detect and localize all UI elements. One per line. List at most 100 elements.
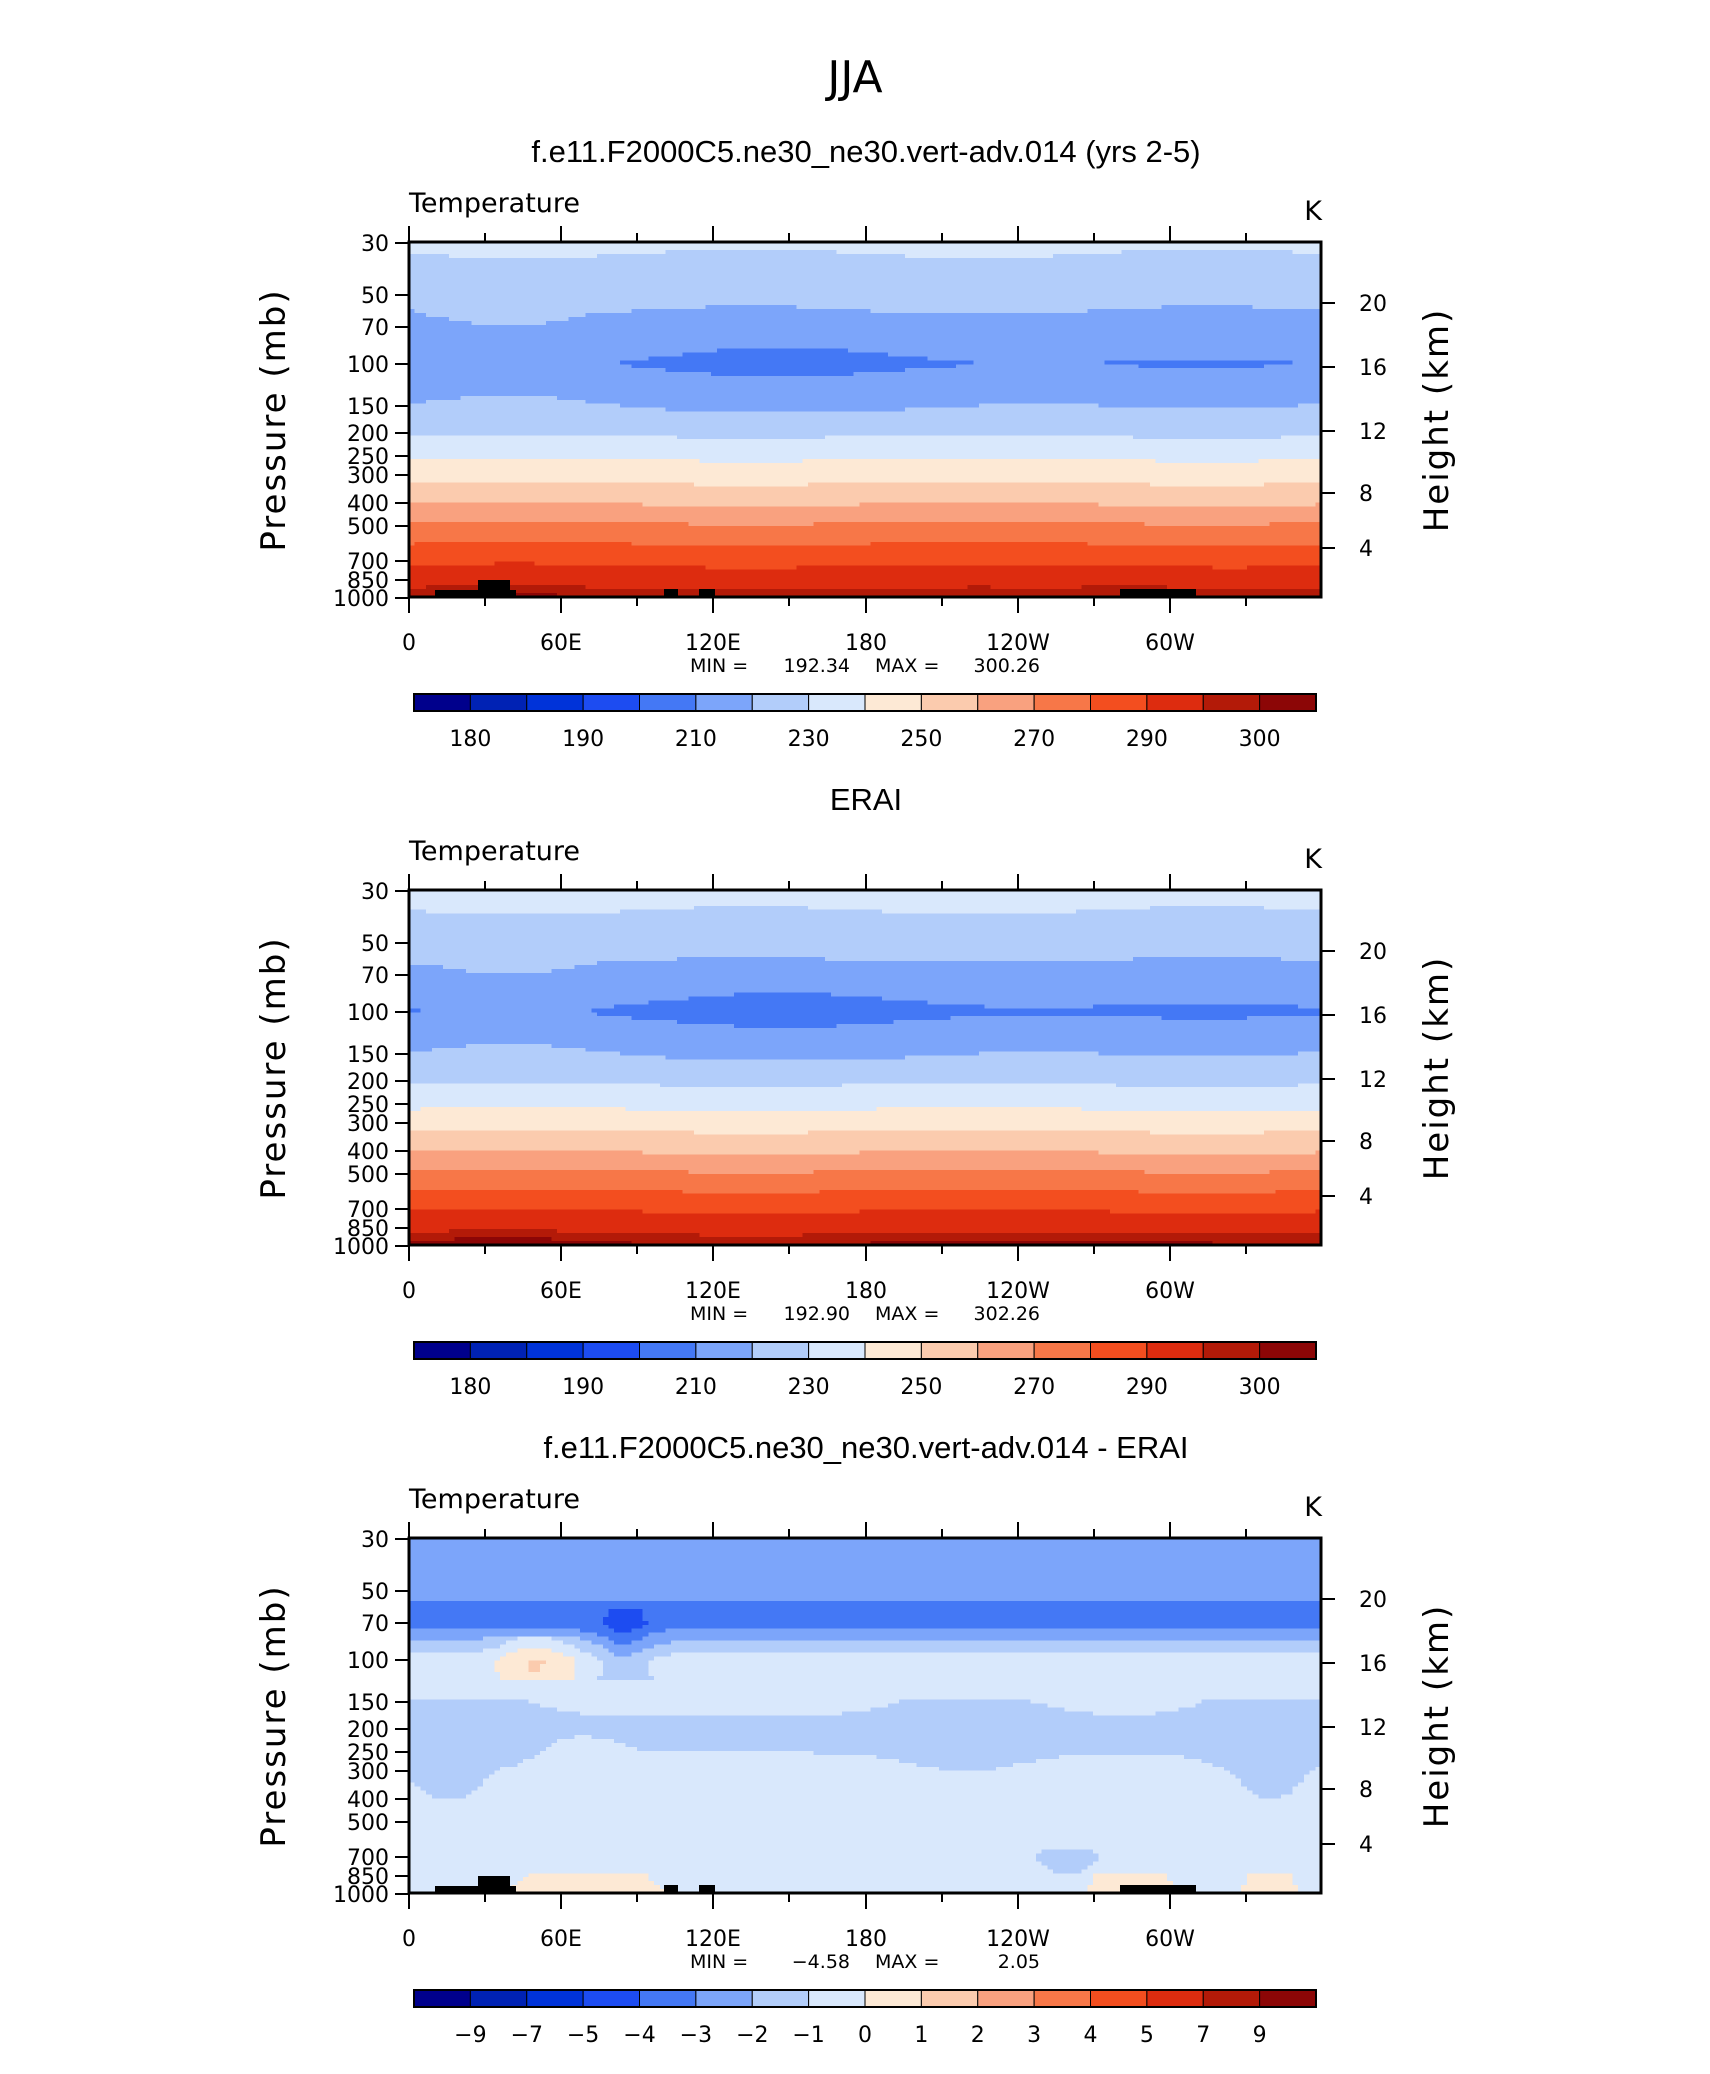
- heatmap-cell: [471, 249, 478, 255]
- heatmap-cell: [471, 352, 478, 357]
- heatmap-cell: [1218, 277, 1225, 283]
- heatmap-cell: [1224, 285, 1231, 290]
- heatmap-cell: [454, 344, 461, 350]
- heatmap-cell: [1184, 336, 1191, 342]
- heatmap-cell: [676, 316, 684, 322]
- heatmap-cell: [1087, 277, 1094, 283]
- heatmap-cell: [551, 265, 558, 271]
- heatmap-cell: [488, 293, 496, 298]
- heatmap-cell: [1218, 269, 1225, 275]
- heatmap-cell: [431, 340, 439, 346]
- heatmap-cell: [922, 320, 929, 326]
- heatmap-cell: [694, 289, 701, 294]
- heatmap-cell: [990, 277, 997, 283]
- heatmap-cell: [665, 301, 672, 306]
- heatmap-cell: [414, 328, 421, 334]
- heatmap-cell: [808, 301, 815, 306]
- heatmap-cell: [557, 313, 564, 318]
- heatmap-cell: [825, 324, 832, 330]
- heatmap-cell: [614, 269, 621, 275]
- heatmap-cell: [448, 360, 456, 365]
- heatmap-cell: [1258, 324, 1265, 330]
- heatmap-cell: [1303, 245, 1311, 251]
- heatmap-cell: [1298, 277, 1305, 283]
- heatmap-cell: [842, 309, 849, 314]
- heatmap-cell: [471, 273, 478, 279]
- heatmap-cell: [785, 352, 792, 357]
- heatmap-cell: [836, 352, 843, 357]
- heatmap-cell: [865, 356, 872, 361]
- heatmap-cell: [939, 297, 946, 302]
- heatmap-cell: [944, 261, 952, 267]
- heatmap-cell: [779, 245, 786, 251]
- heatmap-cell: [659, 328, 667, 334]
- heatmap-cell: [1184, 281, 1191, 286]
- heatmap-cell: [1178, 352, 1185, 357]
- heatmap-cell: [431, 249, 439, 255]
- heatmap-cell: [1098, 332, 1105, 338]
- heatmap-cell: [1098, 340, 1105, 346]
- heatmap-cell: [1115, 245, 1123, 251]
- heatmap-cell: [437, 328, 444, 334]
- heatmap-cell: [893, 273, 900, 279]
- heatmap-cell: [1104, 328, 1111, 334]
- heatmap-cell: [808, 344, 815, 350]
- heatmap-cell: [916, 316, 923, 322]
- heatmap-cell: [1064, 309, 1071, 314]
- heatmap-cell: [414, 336, 421, 342]
- heatmap-cell: [534, 316, 541, 322]
- heatmap-cell: [768, 273, 775, 279]
- heatmap-cell: [1047, 328, 1054, 334]
- heatmap-cell: [910, 348, 917, 354]
- heatmap-cell: [580, 364, 587, 369]
- heatmap-cell: [517, 313, 524, 318]
- heatmap-cell: [893, 313, 900, 318]
- heatmap-cell: [1258, 265, 1265, 271]
- heatmap-cell: [1281, 356, 1288, 361]
- heatmap-cell: [785, 257, 792, 263]
- heatmap-cell: [517, 301, 524, 306]
- heatmap-cell: [602, 340, 610, 346]
- heatmap-cell: [1286, 356, 1294, 361]
- heatmap-cell: [1110, 305, 1117, 310]
- heatmap-cell: [836, 301, 843, 306]
- heatmap-cell: [1292, 320, 1299, 326]
- heatmap-cell: [853, 344, 860, 350]
- heatmap-cell: [927, 356, 934, 361]
- heatmap-cell: [825, 273, 832, 279]
- heatmap-cell: [808, 293, 815, 298]
- heatmap-cell: [1024, 313, 1031, 318]
- heatmap-cell: [796, 289, 803, 294]
- heatmap-cell: [557, 285, 564, 290]
- heatmap-cell: [956, 305, 963, 310]
- heatmap-cell: [431, 364, 439, 369]
- heatmap-cell: [648, 297, 655, 302]
- heatmap-cell: [659, 281, 667, 286]
- heatmap-cell: [1224, 360, 1231, 365]
- heatmap-cell: [1098, 285, 1105, 290]
- heatmap-cell: [1058, 313, 1066, 318]
- heatmap-cell: [642, 242, 649, 247]
- heatmap-cell: [545, 336, 553, 342]
- heatmap-cell: [979, 305, 986, 310]
- heatmap-cell: [1298, 344, 1305, 350]
- heatmap-cell: [996, 352, 1003, 357]
- heatmap-cell: [614, 261, 621, 267]
- heatmap-cell: [1224, 245, 1231, 251]
- heatmap-cell: [904, 324, 912, 330]
- heatmap-cell: [1064, 273, 1071, 279]
- heatmap-cell: [1241, 336, 1248, 342]
- heatmap-cell: [1093, 289, 1100, 294]
- heatmap-cell: [944, 309, 952, 314]
- heatmap-cell: [887, 289, 895, 294]
- heatmap-cell: [523, 273, 530, 279]
- heatmap-cell: [1258, 316, 1265, 322]
- heatmap-cell: [517, 332, 524, 338]
- heatmap-cell: [494, 245, 501, 251]
- heatmap-cell: [574, 328, 581, 334]
- heatmap-cell: [773, 297, 781, 302]
- heatmap-cell: [756, 301, 763, 306]
- heatmap-cell: [1036, 324, 1043, 330]
- heatmap-cell: [813, 293, 820, 298]
- heatmap-cell: [927, 265, 934, 271]
